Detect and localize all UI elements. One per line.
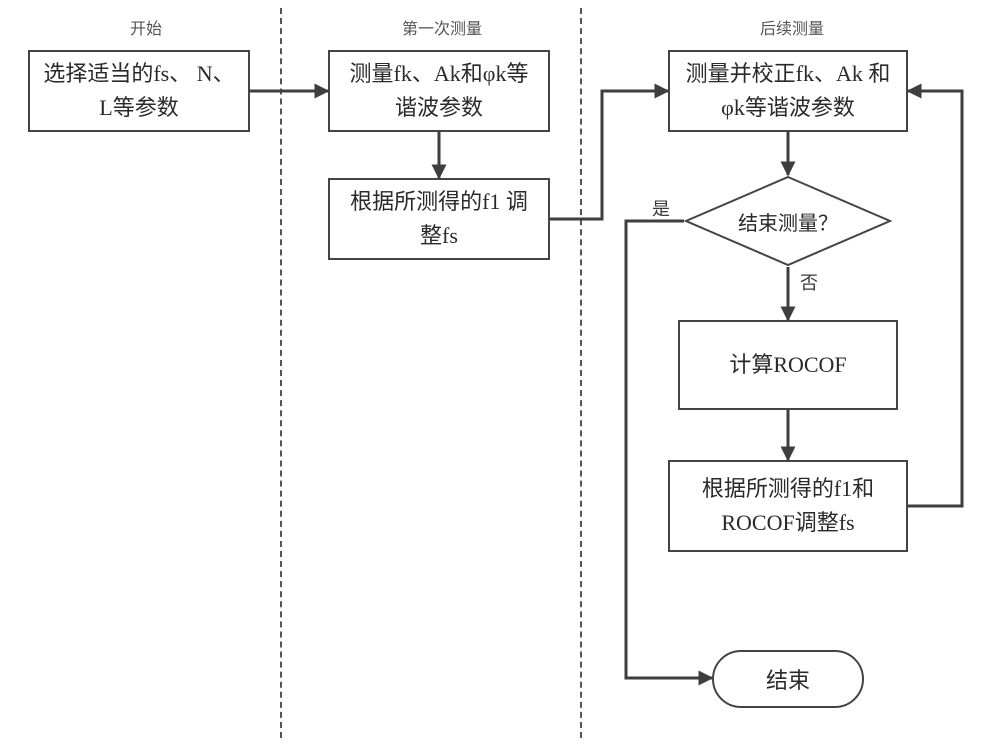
phase-divider-1 — [280, 8, 282, 738]
decision-label-yes: 是 — [652, 195, 670, 221]
decision-label-no: 否 — [800, 269, 818, 295]
node-measure-correct: 测量并校正fk、Ak 和φk等谐波参数 — [668, 50, 908, 132]
node-text: 测量fk、Ak和φk等 谐波参数 — [340, 57, 538, 125]
node-text: 计算ROCOF — [729, 348, 846, 382]
edge-e3 — [550, 91, 668, 219]
node-text: 结束测量？ — [738, 207, 838, 236]
node-text: 测量并校正fk、Ak 和φk等谐波参数 — [680, 57, 896, 125]
section-label-start: 开始 — [130, 15, 162, 39]
node-text: 根据所测得的f1 调整fs — [340, 185, 538, 253]
node-select-params: 选择适当的fs、 N、L等参数 — [28, 50, 250, 132]
node-text: 选择适当的fs、 N、L等参数 — [40, 57, 238, 125]
node-end-decision: 结束测量？ — [684, 175, 892, 267]
node-text: 根据所测得的f1和 ROCOF调整fs — [680, 472, 896, 540]
section-label-follow: 后续测量 — [760, 15, 824, 39]
flowchart-canvas: 开始 第一次测量 后续测量 选择适当的fs、 N、L等参数 测量fk、Ak和φk… — [0, 0, 1000, 749]
edge-e8-yes — [626, 221, 712, 678]
node-adjust-fs-rocof: 根据所测得的f1和 ROCOF调整fs — [668, 460, 908, 552]
section-label-first: 第一次测量 — [402, 15, 482, 39]
edge-e7-loop — [908, 91, 962, 506]
node-calc-rocof: 计算ROCOF — [678, 320, 898, 410]
node-adjust-fs-f1: 根据所测得的f1 调整fs — [328, 178, 550, 260]
node-first-measure: 测量fk、Ak和φk等 谐波参数 — [328, 50, 550, 132]
phase-divider-2 — [580, 8, 582, 738]
node-text: 结束 — [766, 663, 810, 695]
node-end: 结束 — [712, 650, 864, 708]
